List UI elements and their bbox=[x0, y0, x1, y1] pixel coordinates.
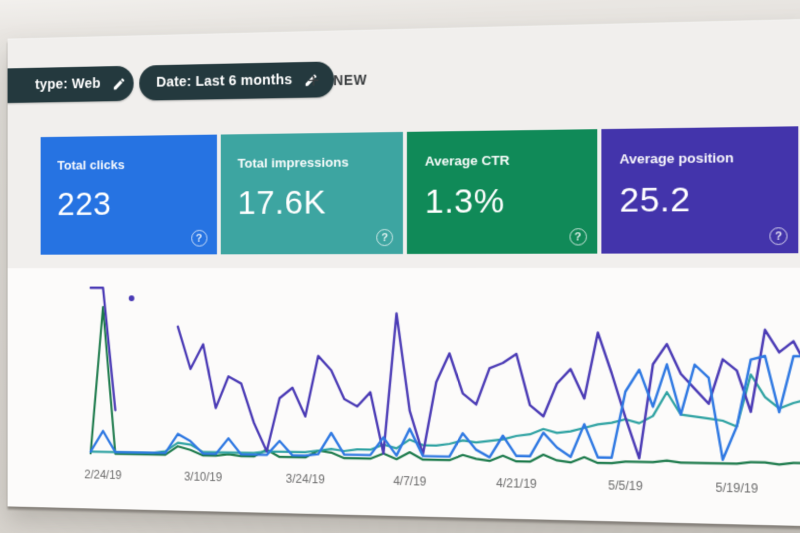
new-filter-button-label: NEW bbox=[333, 71, 368, 89]
search-type-filter-chip[interactable]: type: Web bbox=[7, 65, 134, 104]
edit-pencil-icon[interactable] bbox=[304, 72, 319, 87]
total-impressions-card[interactable]: Total impressions 17.6K ? bbox=[220, 131, 403, 255]
total-clicks-card[interactable]: Total clicks 223 ? bbox=[40, 134, 217, 255]
help-icon[interactable]: ? bbox=[568, 228, 587, 246]
performance-chart-panel: 2/24/19 3/10/19 3/24/19 4/7/19 4/21/19 5/5/19… bbox=[7, 267, 800, 527]
average-position-label: Average position bbox=[619, 149, 734, 167]
average-ctr-card[interactable]: Average CTR 1.3% ? bbox=[406, 129, 597, 254]
plus-icon: + bbox=[307, 69, 320, 93]
total-impressions-value: 17.6K bbox=[237, 183, 327, 222]
series-impressions bbox=[91, 368, 800, 465]
total-clicks-value: 223 bbox=[57, 185, 112, 223]
average-ctr-value: 1.3% bbox=[424, 182, 505, 221]
total-impressions-label: Total impressions bbox=[237, 154, 349, 171]
series-position bbox=[178, 312, 800, 461]
monitor-screen: type: Web Date: Last 6 months + NEW Tota… bbox=[7, 19, 800, 527]
x-axis-label: 5/19/19 bbox=[715, 480, 759, 496]
edit-pencil-icon[interactable] bbox=[112, 76, 126, 91]
x-axis-label: 5/5/19 bbox=[608, 478, 643, 494]
x-axis-label: 4/7/19 bbox=[393, 473, 427, 489]
isolated-data-point bbox=[128, 295, 135, 302]
date-range-filter-chip[interactable]: Date: Last 6 months bbox=[139, 61, 335, 101]
series-clicks bbox=[91, 351, 800, 466]
help-icon[interactable]: ? bbox=[376, 229, 394, 247]
average-position-value: 25.2 bbox=[619, 180, 691, 220]
search-console-page: type: Web Date: Last 6 months + NEW Tota… bbox=[7, 19, 800, 527]
total-clicks-label: Total clicks bbox=[57, 157, 125, 173]
x-axis-label: 3/10/19 bbox=[184, 469, 223, 485]
x-axis-label: 3/24/19 bbox=[285, 471, 325, 487]
help-icon[interactable]: ? bbox=[769, 227, 788, 245]
average-ctr-label: Average CTR bbox=[424, 152, 510, 169]
x-axis-label: 4/21/19 bbox=[496, 475, 537, 492]
date-range-filter-label: Date: Last 6 months bbox=[156, 72, 293, 91]
x-axis-label: 2/24/19 bbox=[84, 467, 122, 482]
help-icon[interactable]: ? bbox=[190, 229, 207, 247]
average-position-card[interactable]: Average position 25.2 ? bbox=[600, 126, 799, 254]
search-type-filter-label: type: Web bbox=[35, 76, 101, 93]
metric-cards: Total clicks 223 ? Total impressions 17.… bbox=[40, 126, 799, 255]
performance-line-chart[interactable] bbox=[91, 276, 800, 474]
new-filter-button[interactable]: + NEW bbox=[308, 67, 367, 94]
